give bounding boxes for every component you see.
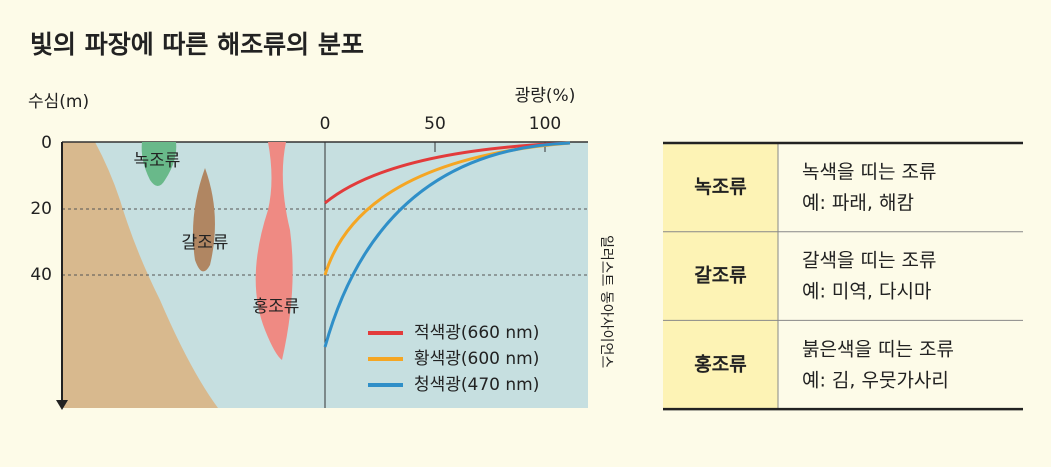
table-header-cell <box>663 320 778 410</box>
title: 빛의 파장에 따른 해조류의 분포 <box>30 30 364 59</box>
y-axis-label: 수심(m) <box>28 92 89 112</box>
depth-tick-label: 0 <box>41 133 52 153</box>
algae-label: 녹조류 <box>134 151 181 171</box>
credit: 일러스트 동아사이언스 <box>598 235 614 368</box>
depth-tick-label: 40 <box>30 265 52 285</box>
light-tick-label: 0 <box>320 114 331 134</box>
table-header-cell <box>663 143 778 232</box>
light-tick-label: 50 <box>424 114 446 134</box>
red-algae <box>255 142 293 360</box>
x-axis-label: 광량(%) <box>515 86 576 106</box>
row-text: 예: 미역, 다시마 <box>802 281 931 303</box>
legend-label: 황색광(600 nm) <box>414 349 539 369</box>
red-light-curve <box>324 141 571 205</box>
green-algae <box>141 142 177 186</box>
row-header: 녹조류 <box>694 176 746 198</box>
row-text: 붉은색을 띠는 조류 <box>802 338 954 360</box>
y-arrow <box>56 400 68 410</box>
blue-light-curve <box>323 141 571 348</box>
depth-tick-label: 20 <box>30 199 52 219</box>
legend-label: 청색광(470 nm) <box>414 375 539 395</box>
algae-label: 홍조류 <box>253 297 300 317</box>
light-tick-label: 100 <box>529 114 561 134</box>
row-text: 갈색을 띠는 조류 <box>802 250 936 272</box>
row-header: 홍조류 <box>694 352 746 375</box>
row-text: 예: 파래, 해캄 <box>802 192 914 214</box>
brown-algae <box>192 168 215 272</box>
row-text: 녹색을 띠는 조류 <box>802 161 936 183</box>
legend-label: 적색광(660 nm) <box>414 323 539 343</box>
table-header-cell <box>663 231 778 321</box>
row-header: 갈조류 <box>694 265 746 287</box>
algae-label: 갈조류 <box>182 233 229 253</box>
row-text: 예: 김, 우뭇가사리 <box>802 369 949 391</box>
